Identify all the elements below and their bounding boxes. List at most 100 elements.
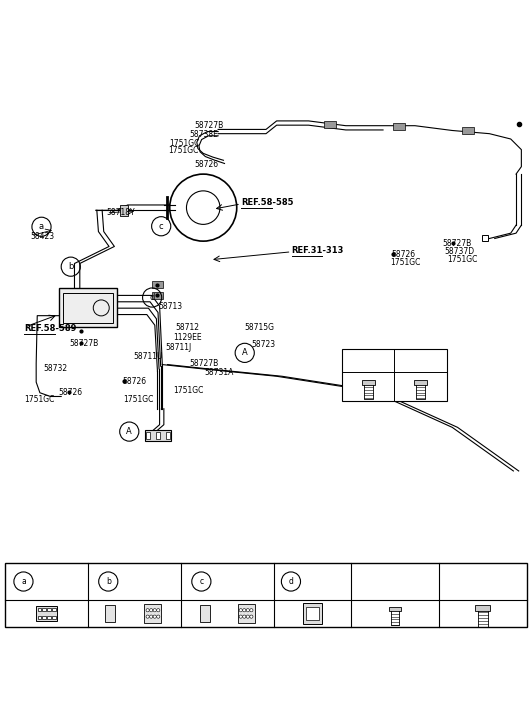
- Text: 58726: 58726: [122, 377, 146, 386]
- Text: 58752G: 58752G: [37, 577, 66, 586]
- Text: 58726: 58726: [391, 250, 415, 259]
- Text: 58753D: 58753D: [197, 619, 222, 624]
- Circle shape: [239, 615, 242, 618]
- Text: b: b: [68, 262, 73, 271]
- Text: 1125DB: 1125DB: [353, 358, 384, 364]
- Circle shape: [243, 608, 246, 612]
- Text: 58726: 58726: [195, 160, 219, 169]
- Circle shape: [156, 608, 160, 612]
- Text: 58727B: 58727B: [69, 340, 98, 348]
- Text: 58712: 58712: [176, 324, 200, 332]
- Text: A: A: [127, 427, 132, 436]
- Text: 58727B: 58727B: [194, 121, 223, 129]
- Text: 58737D: 58737D: [444, 247, 475, 257]
- Bar: [166, 432, 170, 439]
- Bar: [52, 616, 55, 619]
- Text: 58727B: 58727B: [443, 238, 472, 248]
- Text: 1125DA: 1125DA: [405, 358, 437, 364]
- Circle shape: [250, 615, 253, 618]
- Bar: [47, 608, 51, 611]
- Text: d: d: [288, 577, 293, 586]
- Bar: [152, 292, 163, 299]
- Bar: [145, 430, 171, 441]
- Text: c: c: [159, 222, 163, 230]
- Text: 1123AL: 1123AL: [379, 577, 411, 586]
- Text: 58732: 58732: [44, 364, 68, 374]
- Text: 1751GC: 1751GC: [390, 258, 420, 267]
- Circle shape: [146, 615, 149, 618]
- Text: d: d: [149, 293, 155, 302]
- Bar: [43, 616, 46, 619]
- Circle shape: [239, 608, 242, 612]
- Bar: [37, 608, 40, 611]
- Bar: [36, 606, 56, 621]
- Circle shape: [153, 608, 156, 612]
- Text: c: c: [200, 577, 203, 586]
- Bar: [43, 608, 46, 611]
- Circle shape: [246, 615, 250, 618]
- Text: 58726: 58726: [59, 387, 82, 397]
- Bar: [59, 289, 117, 327]
- Bar: [47, 616, 51, 619]
- Bar: [120, 205, 128, 216]
- Text: 58753D: 58753D: [120, 619, 145, 624]
- Text: 1751GC: 1751GC: [169, 139, 200, 148]
- Circle shape: [246, 608, 250, 612]
- Bar: [156, 432, 160, 439]
- Bar: [144, 604, 161, 623]
- Text: 1751GC: 1751GC: [123, 395, 154, 403]
- Bar: [342, 349, 447, 401]
- Circle shape: [149, 608, 153, 612]
- Text: 1751GC: 1751GC: [173, 385, 203, 395]
- Bar: [414, 380, 427, 385]
- Circle shape: [243, 615, 246, 618]
- Bar: [303, 603, 322, 624]
- Bar: [5, 563, 527, 627]
- Bar: [388, 606, 401, 611]
- Text: 1751GC: 1751GC: [24, 395, 54, 403]
- Text: 58718Y: 58718Y: [106, 209, 135, 217]
- Bar: [476, 606, 490, 611]
- Text: 1751GC: 1751GC: [168, 146, 198, 155]
- Bar: [306, 606, 319, 620]
- Circle shape: [149, 615, 153, 618]
- Text: REF.58-589: REF.58-589: [24, 324, 76, 334]
- Text: 58711U: 58711U: [133, 352, 162, 361]
- Text: 58723: 58723: [251, 340, 275, 349]
- Bar: [237, 604, 254, 623]
- Text: 1124AG: 1124AG: [466, 577, 500, 586]
- Text: 58713: 58713: [159, 302, 182, 311]
- Text: 58711J: 58711J: [165, 343, 191, 352]
- Text: 1129EE: 1129EE: [173, 334, 202, 342]
- Text: REF.31-313: REF.31-313: [292, 246, 344, 255]
- Circle shape: [156, 615, 160, 618]
- Circle shape: [250, 608, 253, 612]
- Bar: [63, 293, 113, 323]
- Text: 58423: 58423: [31, 233, 55, 241]
- Text: 58731A: 58731A: [205, 368, 234, 377]
- Text: A: A: [242, 348, 247, 358]
- Bar: [105, 605, 115, 622]
- Circle shape: [153, 615, 156, 618]
- Text: 1751GC: 1751GC: [447, 255, 477, 264]
- Text: 58757C: 58757C: [120, 599, 144, 604]
- Text: 58758: 58758: [197, 599, 217, 604]
- Text: 58727B: 58727B: [189, 359, 219, 368]
- Bar: [324, 121, 336, 129]
- Text: b: b: [106, 577, 111, 586]
- Text: 58738E: 58738E: [189, 130, 218, 140]
- Bar: [362, 380, 375, 385]
- Bar: [37, 616, 40, 619]
- Text: 58752H: 58752H: [303, 577, 333, 586]
- Bar: [462, 126, 474, 134]
- Circle shape: [146, 608, 149, 612]
- Bar: [146, 432, 150, 439]
- Bar: [52, 608, 55, 611]
- Bar: [200, 605, 210, 622]
- Text: 58715G: 58715G: [245, 324, 275, 332]
- Bar: [393, 123, 405, 130]
- Text: a: a: [21, 577, 26, 586]
- Bar: [152, 281, 163, 289]
- Text: REF.58-585: REF.58-585: [241, 198, 294, 207]
- Text: a: a: [39, 222, 44, 231]
